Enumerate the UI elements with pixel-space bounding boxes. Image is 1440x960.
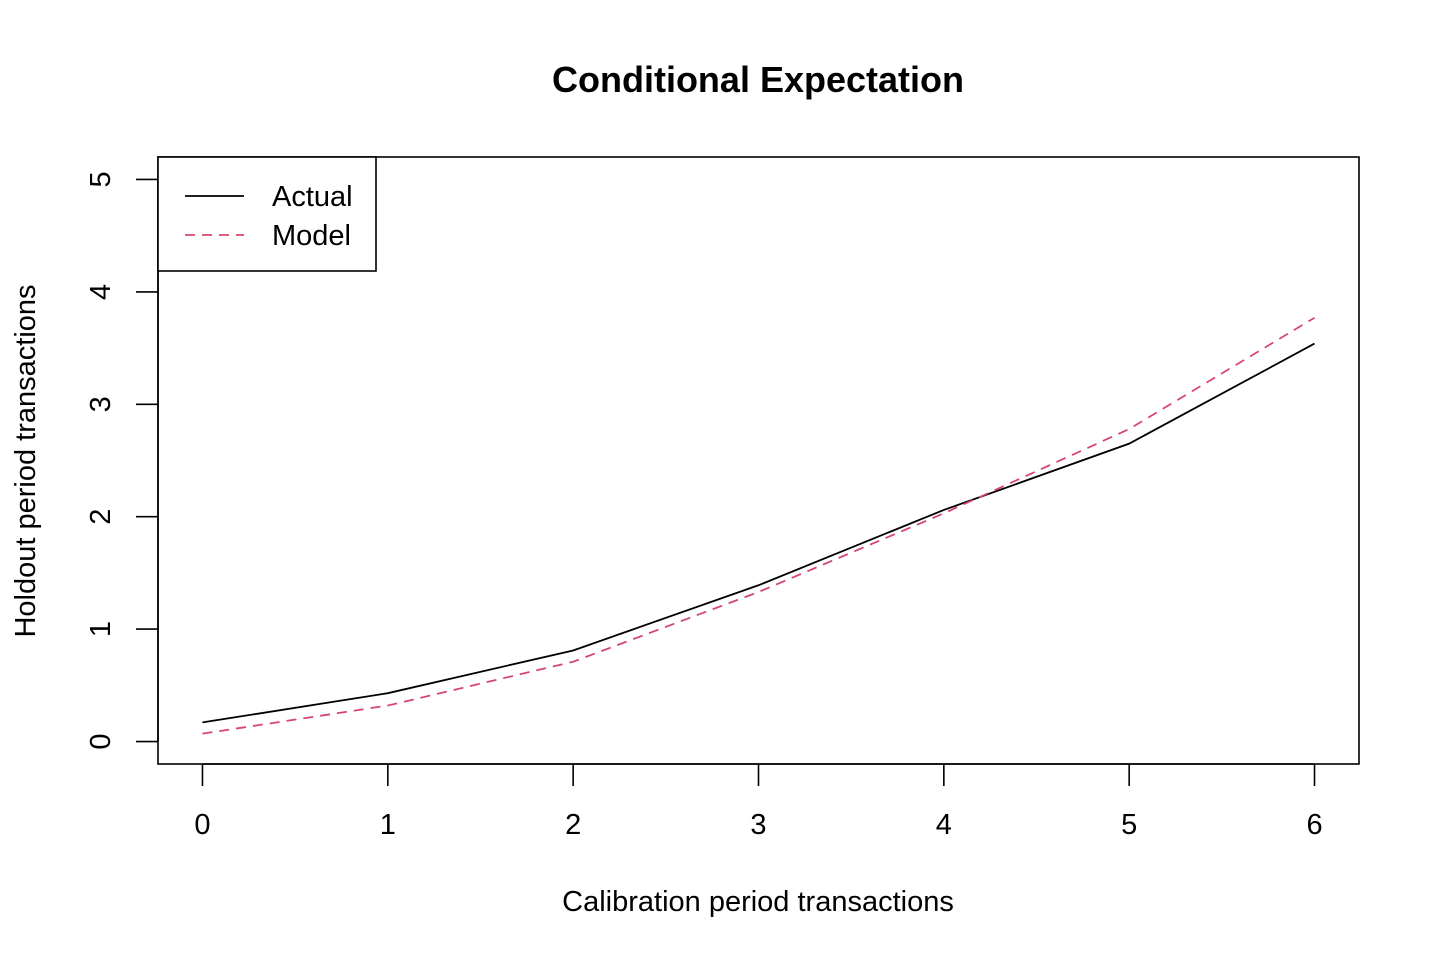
x-tick-label: 3 bbox=[750, 809, 766, 841]
y-tick-label: 1 bbox=[85, 621, 117, 637]
y-tick-label: 4 bbox=[85, 284, 117, 300]
chart-title: Conditional Expectation bbox=[552, 59, 964, 100]
x-tick-label: 5 bbox=[1121, 809, 1137, 841]
x-tick-label: 0 bbox=[194, 809, 210, 841]
y-axis: 0 1 2 3 4 5 bbox=[85, 171, 159, 750]
y-tick-label: 0 bbox=[85, 733, 117, 749]
x-axis-label: Calibration period transactions bbox=[562, 886, 954, 918]
y-tick-label: 2 bbox=[85, 509, 117, 525]
y-tick-label: 3 bbox=[85, 396, 117, 412]
legend-label-actual: Actual bbox=[272, 181, 353, 213]
x-tick-label: 6 bbox=[1306, 809, 1322, 841]
x-tick-label: 2 bbox=[565, 809, 581, 841]
x-tick-label: 1 bbox=[380, 809, 396, 841]
series-line-model bbox=[202, 316, 1315, 735]
x-tick-label: 4 bbox=[936, 809, 952, 841]
x-axis: 0 1 2 3 4 5 6 bbox=[194, 763, 1323, 841]
series-lines bbox=[202, 316, 1315, 735]
y-tick-label: 5 bbox=[85, 171, 117, 187]
legend: Actual Model bbox=[157, 156, 377, 272]
legend-label-model: Model bbox=[272, 220, 351, 252]
series-line-actual bbox=[202, 342, 1315, 724]
y-axis-label: Holdout period transactions bbox=[10, 284, 42, 637]
legend-box bbox=[157, 156, 377, 272]
